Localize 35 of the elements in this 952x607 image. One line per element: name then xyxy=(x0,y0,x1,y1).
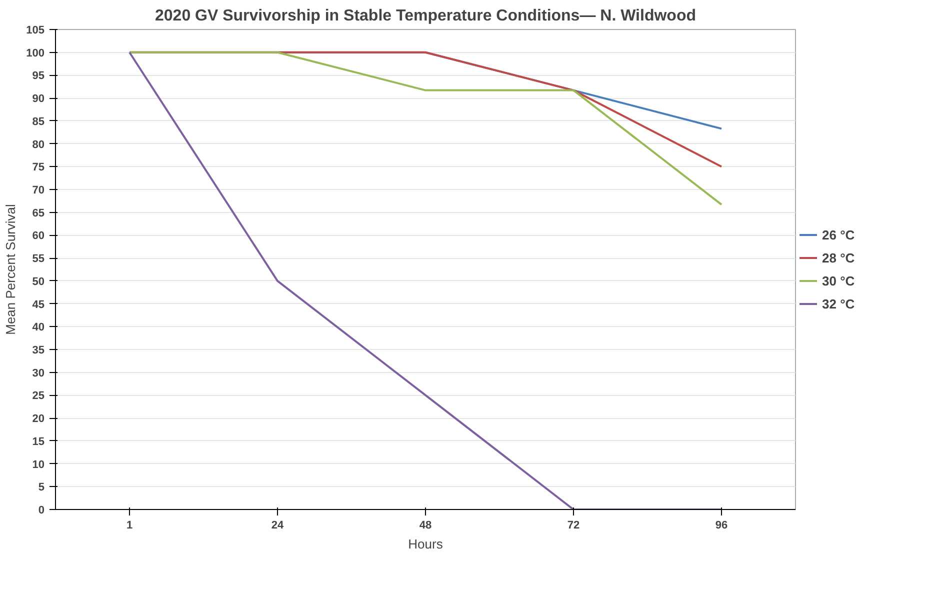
y-tick-label: 45 xyxy=(32,298,45,311)
y-tick-label: 100 xyxy=(26,47,45,60)
y-tick-label: 60 xyxy=(32,230,45,242)
y-tick-label: 80 xyxy=(32,138,45,151)
y-tick-label: 25 xyxy=(32,390,45,402)
y-tick-label: 50 xyxy=(32,276,45,288)
x-tick-label: 72 xyxy=(567,520,580,532)
y-tick-label: 0 xyxy=(38,504,45,516)
legend-label: 28 °C xyxy=(822,250,855,265)
y-tick-label: 95 xyxy=(32,70,45,82)
y-tick-label: 35 xyxy=(32,344,45,356)
legend-label: 32 °C xyxy=(822,296,855,311)
y-tick-label: 75 xyxy=(32,162,45,174)
x-tick-label: 24 xyxy=(271,520,284,532)
y-tick-label: 15 xyxy=(32,436,45,448)
x-tick-label: 96 xyxy=(715,520,728,532)
line-series xyxy=(128,51,722,510)
y-tick-label: 85 xyxy=(32,116,45,128)
x-tick-label: 1 xyxy=(126,520,133,532)
y-tick-label: 105 xyxy=(26,24,45,36)
x-tick-label: 48 xyxy=(419,520,432,532)
legend-label: 26 °C xyxy=(822,227,855,242)
chart-title: 2020 GV Survivorship in Stable Temperature Conditions— N. Wildwood xyxy=(155,8,696,24)
y-tick-label: 70 xyxy=(32,184,45,196)
y-axis-title: Mean Percent Survival xyxy=(3,204,18,335)
legend-label: 30 °C xyxy=(822,273,855,288)
y-tick-label: 55 xyxy=(32,253,45,266)
y-tick-label: 5 xyxy=(38,482,45,494)
y-tick-label: 30 xyxy=(32,367,45,380)
y-tick-label: 20 xyxy=(32,413,45,426)
y-tick-label: 10 xyxy=(32,458,45,471)
x-axis-title: Hours xyxy=(408,536,444,552)
y-tick-label: 40 xyxy=(32,322,45,334)
y-tick-label: 65 xyxy=(32,207,45,220)
y-tick-label: 90 xyxy=(32,93,45,106)
